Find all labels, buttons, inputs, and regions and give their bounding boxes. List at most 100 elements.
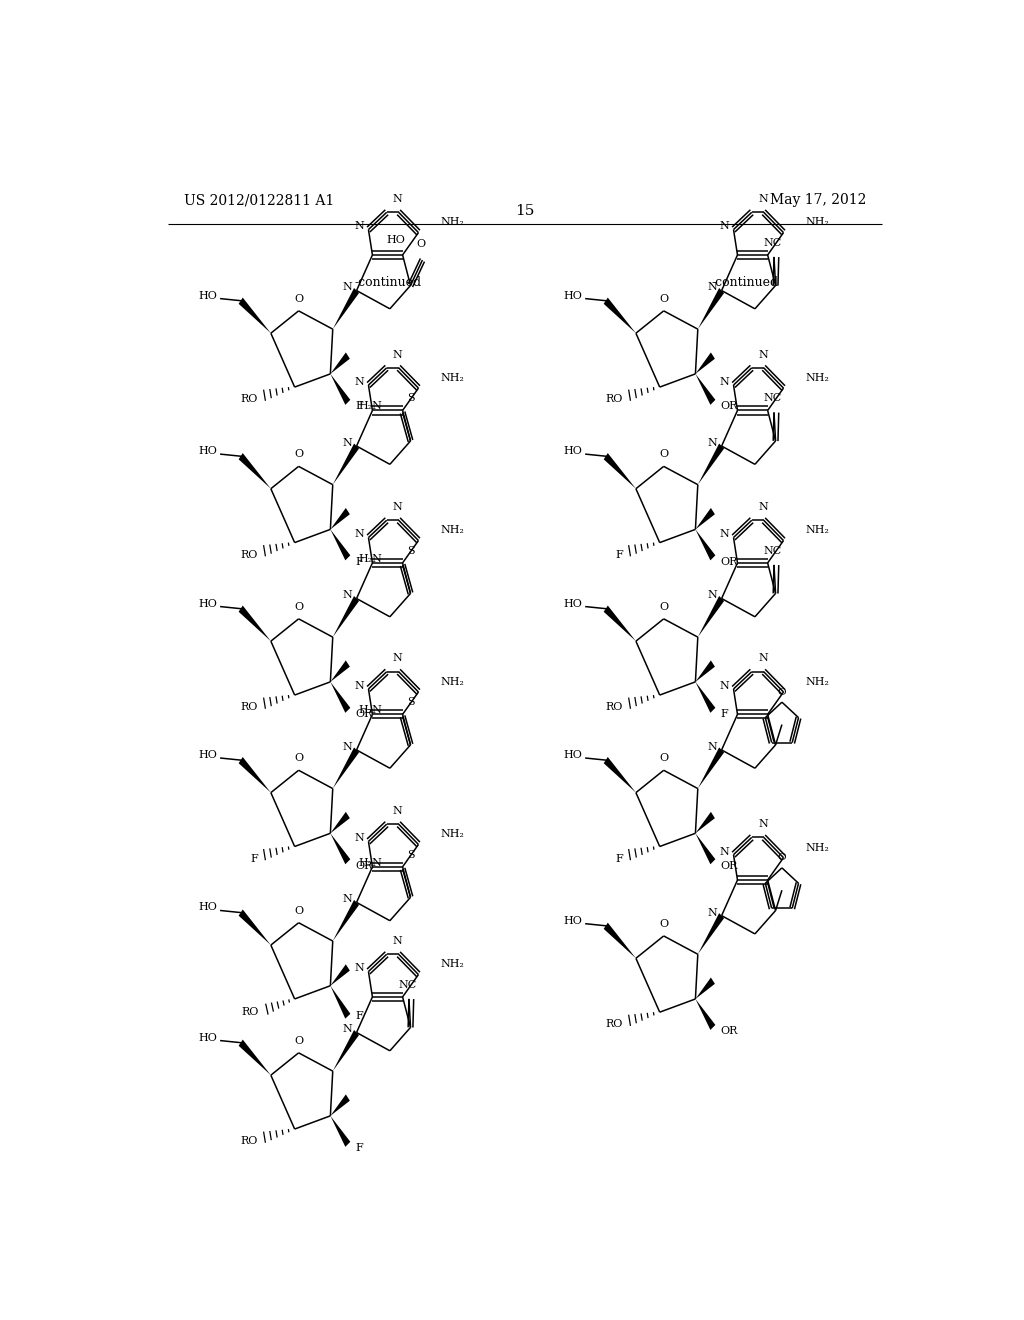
Polygon shape — [695, 352, 715, 374]
Polygon shape — [331, 986, 350, 1019]
Polygon shape — [239, 453, 270, 488]
Text: N: N — [342, 282, 352, 293]
Text: RO: RO — [241, 702, 258, 713]
Text: N: N — [758, 653, 768, 664]
Text: N: N — [342, 742, 352, 752]
Text: HO: HO — [198, 446, 217, 457]
Text: F: F — [615, 550, 624, 560]
Text: NC: NC — [763, 545, 781, 556]
Text: O: O — [417, 239, 425, 248]
Text: OR: OR — [355, 861, 373, 871]
Text: F: F — [355, 1143, 364, 1154]
Text: OR: OR — [355, 709, 373, 719]
Text: S: S — [407, 697, 415, 708]
Text: F: F — [355, 1011, 364, 1022]
Text: NH₂: NH₂ — [806, 525, 829, 536]
Text: HO: HO — [563, 916, 582, 925]
Text: N: N — [393, 502, 402, 512]
Text: N: N — [342, 438, 352, 447]
Text: O: O — [294, 449, 303, 459]
Polygon shape — [604, 756, 636, 792]
Text: O: O — [294, 1036, 303, 1045]
Text: RO: RO — [241, 550, 258, 560]
Text: N: N — [393, 807, 402, 816]
Text: NH₂: NH₂ — [806, 218, 829, 227]
Polygon shape — [695, 508, 715, 529]
Polygon shape — [239, 909, 270, 945]
Text: N: N — [354, 529, 364, 540]
Text: N: N — [393, 350, 402, 359]
Text: HO: HO — [563, 446, 582, 457]
Text: OR: OR — [721, 401, 738, 412]
Text: RO: RO — [241, 395, 258, 404]
Polygon shape — [331, 508, 350, 529]
Text: H₂N: H₂N — [358, 705, 383, 715]
Polygon shape — [695, 833, 716, 865]
Text: N: N — [719, 846, 729, 857]
Text: N: N — [758, 350, 768, 359]
Text: O: O — [659, 449, 669, 459]
Text: HO: HO — [198, 1032, 217, 1043]
Polygon shape — [604, 297, 636, 333]
Text: F: F — [721, 709, 728, 719]
Polygon shape — [331, 965, 350, 986]
Text: S: S — [407, 545, 415, 556]
Text: N: N — [708, 282, 717, 293]
Text: O: O — [294, 602, 303, 611]
Text: RO: RO — [242, 1007, 259, 1018]
Text: N: N — [719, 222, 729, 231]
Text: NC: NC — [763, 393, 781, 404]
Polygon shape — [697, 288, 724, 329]
Text: N: N — [719, 681, 729, 690]
Text: RO: RO — [606, 1019, 624, 1030]
Text: HO: HO — [198, 903, 217, 912]
Polygon shape — [239, 756, 270, 792]
Text: RO: RO — [606, 395, 624, 404]
Text: HO: HO — [198, 750, 217, 760]
Text: N: N — [354, 833, 364, 843]
Text: NC: NC — [398, 979, 417, 990]
Text: NH₂: NH₂ — [440, 677, 465, 686]
Text: HO: HO — [563, 750, 582, 760]
Text: May 17, 2012: May 17, 2012 — [770, 193, 866, 207]
Text: N: N — [342, 1024, 352, 1035]
Text: NH₂: NH₂ — [440, 829, 465, 840]
Text: HO: HO — [563, 598, 582, 609]
Polygon shape — [331, 529, 350, 561]
Text: O: O — [659, 293, 669, 304]
Text: NH₂: NH₂ — [440, 525, 465, 536]
Polygon shape — [331, 660, 350, 682]
Polygon shape — [333, 1030, 359, 1071]
Polygon shape — [333, 747, 359, 788]
Polygon shape — [331, 352, 350, 374]
Polygon shape — [695, 660, 715, 682]
Text: N: N — [393, 936, 402, 946]
Text: NH₂: NH₂ — [806, 374, 829, 383]
Polygon shape — [695, 374, 716, 405]
Text: NH₂: NH₂ — [806, 677, 829, 686]
Text: N: N — [354, 964, 364, 973]
Text: H₂N: H₂N — [358, 401, 383, 412]
Text: O: O — [777, 853, 786, 862]
Text: N: N — [342, 895, 352, 904]
Text: N: N — [708, 908, 717, 917]
Text: N: N — [758, 820, 768, 829]
Polygon shape — [333, 288, 359, 329]
Text: N: N — [354, 378, 364, 387]
Text: NC: NC — [763, 238, 781, 248]
Text: NH₂: NH₂ — [440, 374, 465, 383]
Text: O: O — [294, 754, 303, 763]
Polygon shape — [331, 812, 350, 833]
Polygon shape — [331, 1115, 350, 1147]
Polygon shape — [604, 923, 636, 958]
Text: S: S — [407, 393, 415, 404]
Text: N: N — [342, 590, 352, 601]
Polygon shape — [333, 597, 359, 638]
Text: US 2012/0122811 A1: US 2012/0122811 A1 — [183, 193, 334, 207]
Polygon shape — [697, 444, 724, 484]
Text: N: N — [708, 438, 717, 447]
Polygon shape — [695, 812, 715, 833]
Text: O: O — [294, 906, 303, 916]
Polygon shape — [239, 1040, 270, 1076]
Polygon shape — [604, 606, 636, 642]
